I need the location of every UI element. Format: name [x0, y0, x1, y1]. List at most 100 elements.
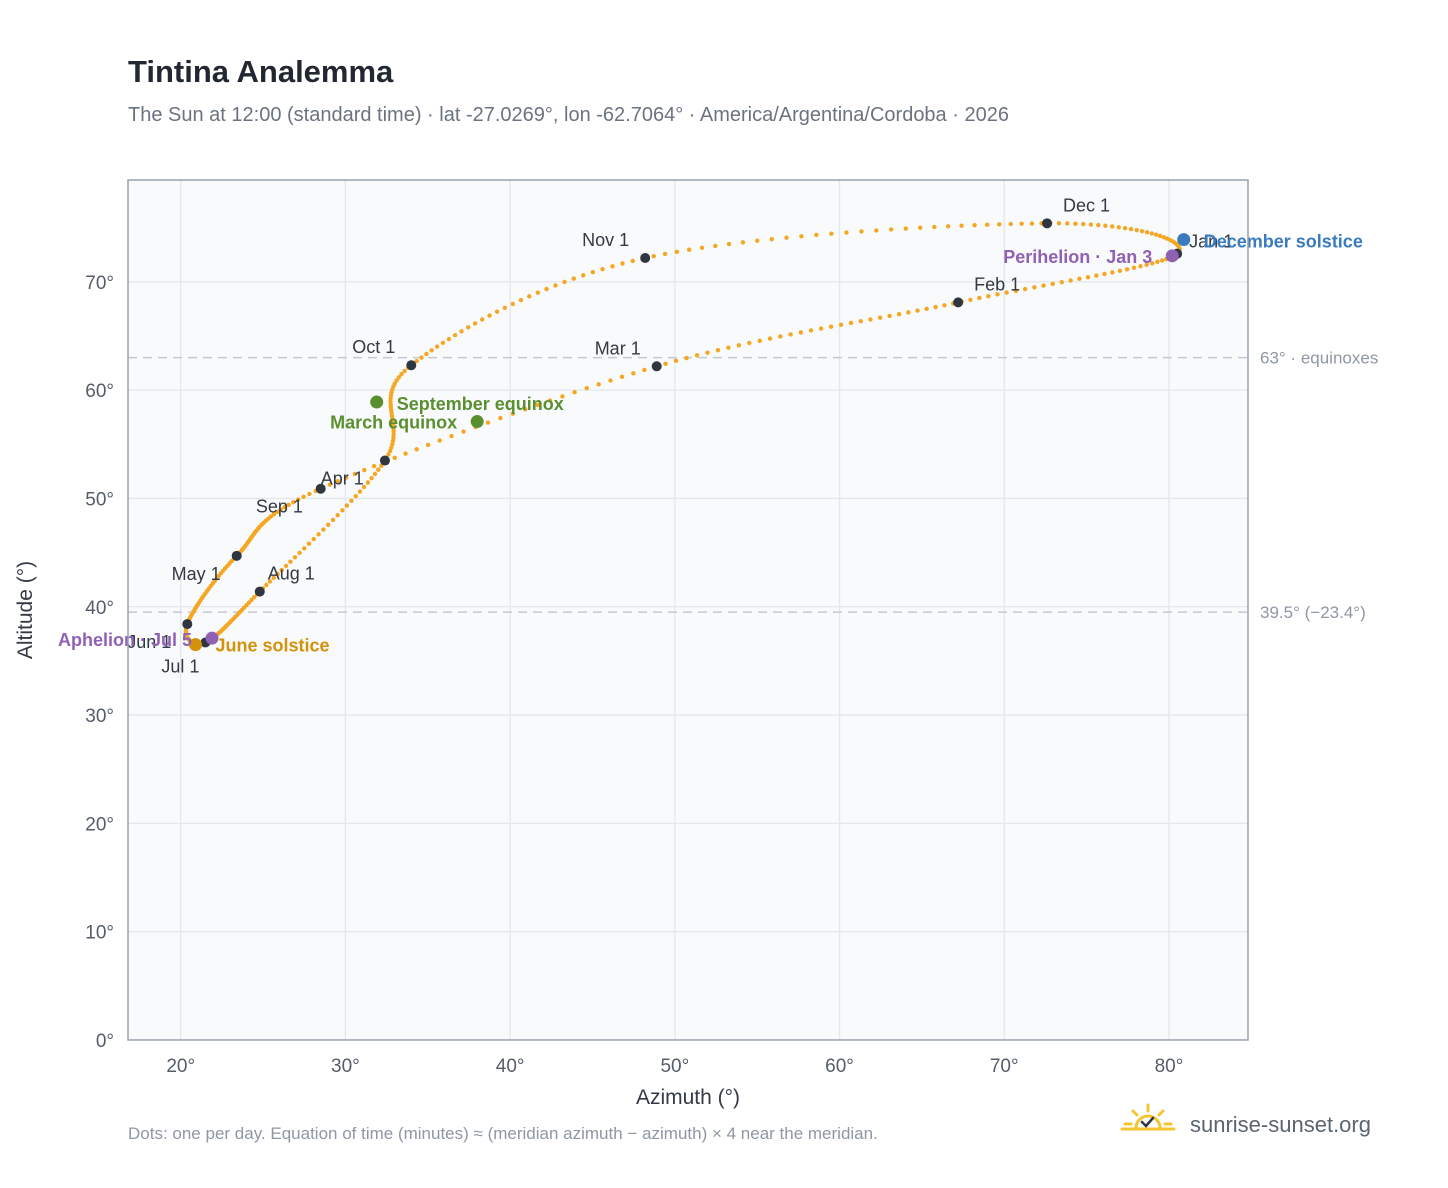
daily-dot — [1144, 262, 1149, 267]
daily-dot — [352, 471, 358, 477]
month-marker — [315, 483, 326, 494]
brand-text: sunrise-sunset.org — [1190, 1111, 1371, 1137]
daily-dot — [942, 303, 947, 308]
y-tick-label: 20° — [85, 814, 114, 835]
daily-dot — [1085, 275, 1091, 280]
daily-dot — [487, 313, 492, 318]
daily-dot — [1139, 229, 1145, 234]
daily-dot — [995, 292, 1000, 297]
month-marker — [379, 455, 390, 466]
daily-dot — [291, 500, 296, 505]
daily-dot — [1013, 288, 1019, 293]
daily-dot — [581, 273, 586, 278]
daily-dot — [1150, 261, 1155, 266]
daily-dot — [571, 276, 576, 281]
daily-dot — [510, 411, 515, 416]
daily-dot — [369, 475, 374, 481]
reference-line-label: 63° · equinoxes — [1260, 349, 1378, 368]
daily-dot — [799, 234, 804, 239]
daily-dot — [424, 351, 429, 357]
daily-dot — [321, 527, 326, 532]
daily-dot — [279, 567, 284, 573]
daily-dot — [301, 494, 306, 499]
apsis-marker — [1165, 249, 1179, 263]
daily-dot — [1131, 265, 1137, 270]
month-marker-label: Aug 1 — [268, 564, 315, 584]
daily-dot — [1124, 267, 1130, 272]
daily-dot — [984, 222, 990, 227]
daily-dot — [1122, 225, 1128, 231]
daily-dot — [1068, 278, 1073, 283]
daily-dot — [874, 228, 879, 233]
daily-dot — [1019, 221, 1024, 226]
daily-dot — [630, 258, 635, 264]
daily-dot — [620, 261, 625, 266]
daily-dot — [249, 597, 254, 603]
daily-dot — [311, 536, 316, 542]
daily-dot — [325, 522, 331, 527]
month-marker-label: Nov 1 — [582, 230, 629, 250]
daily-dot — [414, 358, 419, 364]
daily-dot — [386, 452, 391, 457]
month-marker — [651, 361, 662, 372]
daily-dot — [1159, 258, 1165, 263]
daily-dot — [600, 266, 605, 272]
month-marker — [953, 297, 964, 308]
sun-check-icon — [1120, 1102, 1176, 1147]
daily-dot — [327, 482, 333, 487]
daily-dot — [788, 332, 793, 337]
daily-dot — [1134, 227, 1139, 233]
daily-dot — [642, 367, 647, 373]
daily-dot — [1103, 223, 1108, 228]
daily-dot — [357, 489, 363, 494]
daily-dot — [316, 532, 321, 537]
daily-dot — [784, 235, 789, 240]
daily-dot — [705, 350, 710, 355]
daily-dot — [1155, 259, 1160, 265]
daily-dot — [502, 305, 508, 310]
daily-dot — [449, 433, 454, 439]
month-marker-label: Jan 1 — [1189, 232, 1233, 252]
daily-dot — [1022, 286, 1028, 292]
x-tick-label: 20° — [166, 1056, 195, 1077]
daily-dot — [372, 471, 378, 477]
daily-dot — [959, 223, 964, 228]
daily-dot — [282, 505, 287, 510]
daily-dot — [343, 475, 349, 480]
daily-dot — [915, 308, 920, 313]
daily-dot — [747, 340, 752, 346]
daily-dot — [896, 311, 902, 317]
daily-dot — [945, 224, 951, 229]
daily-dot — [1050, 281, 1055, 287]
month-marker-label: Oct 1 — [352, 337, 395, 357]
june_solstice-marker — [189, 638, 203, 652]
daily-dot — [1110, 224, 1115, 229]
daily-dot — [349, 498, 354, 504]
daily-dot — [1116, 225, 1121, 230]
daily-dot — [344, 503, 350, 508]
daily-dot — [274, 509, 280, 515]
x-tick-label: 30° — [331, 1056, 360, 1077]
equinox-label: March equinox — [330, 413, 457, 433]
brand-logo[interactable]: sunrise-sunset.org — [1120, 1102, 1371, 1147]
daily-dot — [296, 497, 301, 502]
month-marker — [231, 550, 242, 561]
daily-dot — [713, 243, 718, 249]
daily-dot — [1004, 290, 1009, 295]
daily-dot — [402, 368, 407, 374]
daily-dot — [414, 447, 419, 452]
daily-dot — [651, 253, 656, 259]
daily-dot — [1102, 271, 1107, 277]
daily-dot — [330, 517, 336, 523]
daily-dot — [877, 315, 883, 320]
month-marker-label: Dec 1 — [1063, 195, 1110, 215]
x-tick-label: 50° — [660, 1056, 689, 1077]
daily-dot — [425, 442, 431, 448]
daily-dot — [798, 330, 804, 335]
daily-dot — [387, 448, 393, 454]
x-axis-label: Azimuth (°) — [636, 1086, 740, 1109]
equinox-label: September equinox — [397, 394, 564, 414]
y-tick-label: 10° — [85, 923, 114, 944]
daily-dot — [1073, 221, 1078, 226]
daily-dot — [829, 231, 834, 236]
